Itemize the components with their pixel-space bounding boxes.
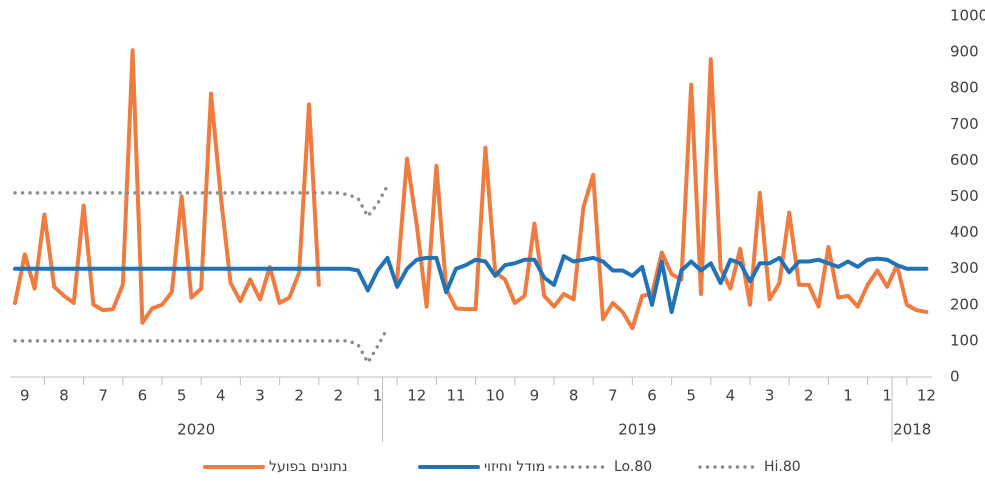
series-line (13, 326, 390, 365)
series-line (13, 254, 929, 314)
series-line (13, 48, 929, 331)
x-tick-label: 8 (569, 387, 579, 405)
y-tick-label: 600 (950, 151, 979, 169)
group-label: 2019 (618, 421, 656, 439)
x-tick-label: 5 (177, 387, 187, 405)
x-tick-label: 12 (917, 387, 936, 405)
x-tick-label: 2 (294, 387, 304, 405)
legend-label: מודל וחיזוי (484, 459, 545, 475)
y-tick-label: 100 (950, 331, 979, 349)
x-tick-label: 12 (407, 387, 426, 405)
y-tick-label: 500 (950, 187, 979, 205)
y-tick-label: 300 (950, 259, 979, 277)
x-tick-label: 6 (138, 387, 148, 405)
y-tick-label: 900 (950, 43, 979, 61)
x-tick-label: 9 (530, 387, 540, 405)
y-tick-label: 700 (950, 115, 979, 133)
x-tick-label: 7 (608, 387, 618, 405)
legend-label: נתונים בפועל (269, 459, 347, 475)
x-tick-label: 3 (255, 387, 265, 405)
y-tick-label: 1000 (950, 7, 985, 25)
x-tick-label: 9 (20, 387, 30, 405)
x-tick-label: 1 (843, 387, 853, 405)
legend-label: Hi.80 (764, 459, 801, 475)
group-label: 2020 (177, 421, 215, 439)
x-tick-label: 2 (804, 387, 814, 405)
series-line (13, 183, 390, 219)
y-tick-label: 800 (950, 79, 979, 97)
x-tick-label: 5 (686, 387, 696, 405)
x-tick-label: 6 (647, 387, 657, 405)
y-tick-label: 400 (950, 223, 979, 241)
x-tick-label: 4 (216, 387, 226, 405)
x-tick-label: 1 (373, 387, 383, 405)
group-label: 2018 (893, 421, 931, 439)
x-tick-label: 11 (446, 387, 465, 405)
x-tick-label: 7 (98, 387, 108, 405)
legend-label: Lo.80 (614, 459, 652, 475)
y-tick-label: 0 (950, 368, 960, 386)
y-tick-label: 200 (950, 295, 979, 313)
x-tick-label: 2 (334, 387, 344, 405)
x-tick-label: 3 (765, 387, 775, 405)
x-tick-label: 4 (726, 387, 736, 405)
x-tick-label: 10 (486, 387, 505, 405)
x-tick-label: 1 (882, 387, 892, 405)
x-tick-label: 8 (59, 387, 69, 405)
